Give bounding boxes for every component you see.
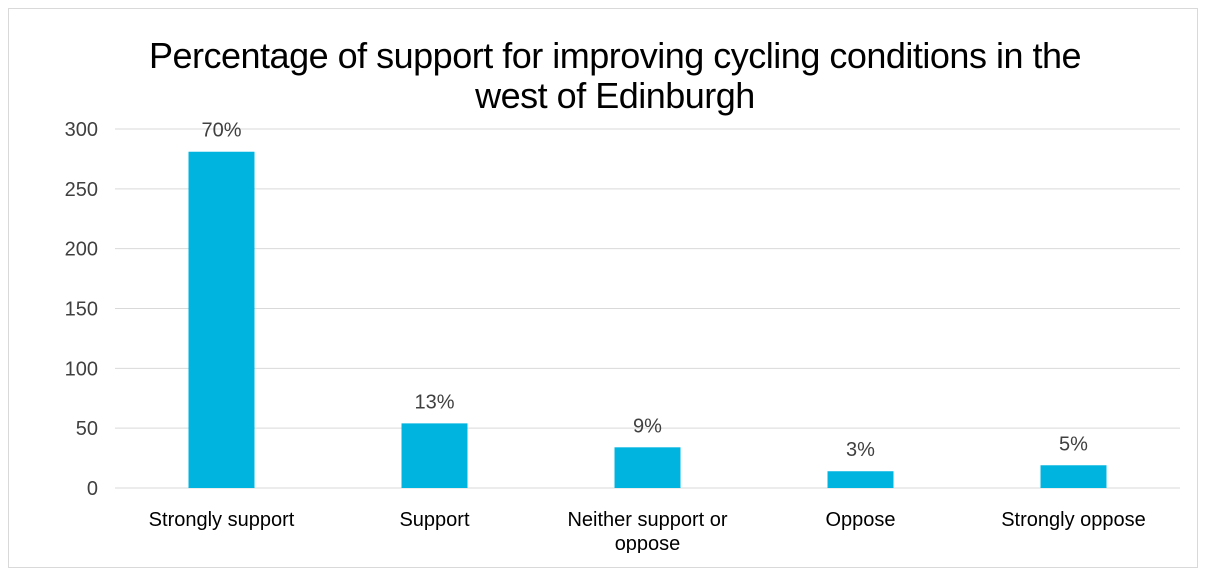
bar-2 [614, 447, 681, 488]
bar-4 [1040, 465, 1107, 488]
data-label: 13% [414, 391, 454, 413]
bar-3 [827, 471, 894, 488]
bar-chart: 0 50 100 150 200 250 300 70% Strongly support 13%… [65, 119, 1180, 553]
x-tick-label: Strongly support [149, 509, 295, 531]
x-tick-label: Strongly oppose [1001, 509, 1146, 531]
x-tick-label: Oppose [825, 509, 895, 531]
y-tick-label: 0 [87, 478, 98, 500]
x-tick-label: Support [399, 509, 469, 531]
y-tick-label: 200 [65, 239, 98, 261]
chart-title: Percentage of support for improving cycl… [148, 35, 1082, 116]
data-label: 3% [846, 439, 875, 461]
bar-1 [401, 423, 468, 488]
data-label: 9% [633, 415, 662, 437]
bar-0 [188, 151, 255, 488]
data-label: 70% [201, 120, 241, 142]
y-tick-label: 300 [65, 119, 98, 141]
x-tick-label: Neither support or oppose [567, 509, 727, 553]
y-tick-label: 150 [65, 299, 98, 321]
y-tick-label: 50 [76, 418, 98, 440]
y-tick-label: 250 [65, 179, 98, 201]
y-tick-label: 100 [65, 358, 98, 380]
data-label: 5% [1059, 433, 1088, 455]
